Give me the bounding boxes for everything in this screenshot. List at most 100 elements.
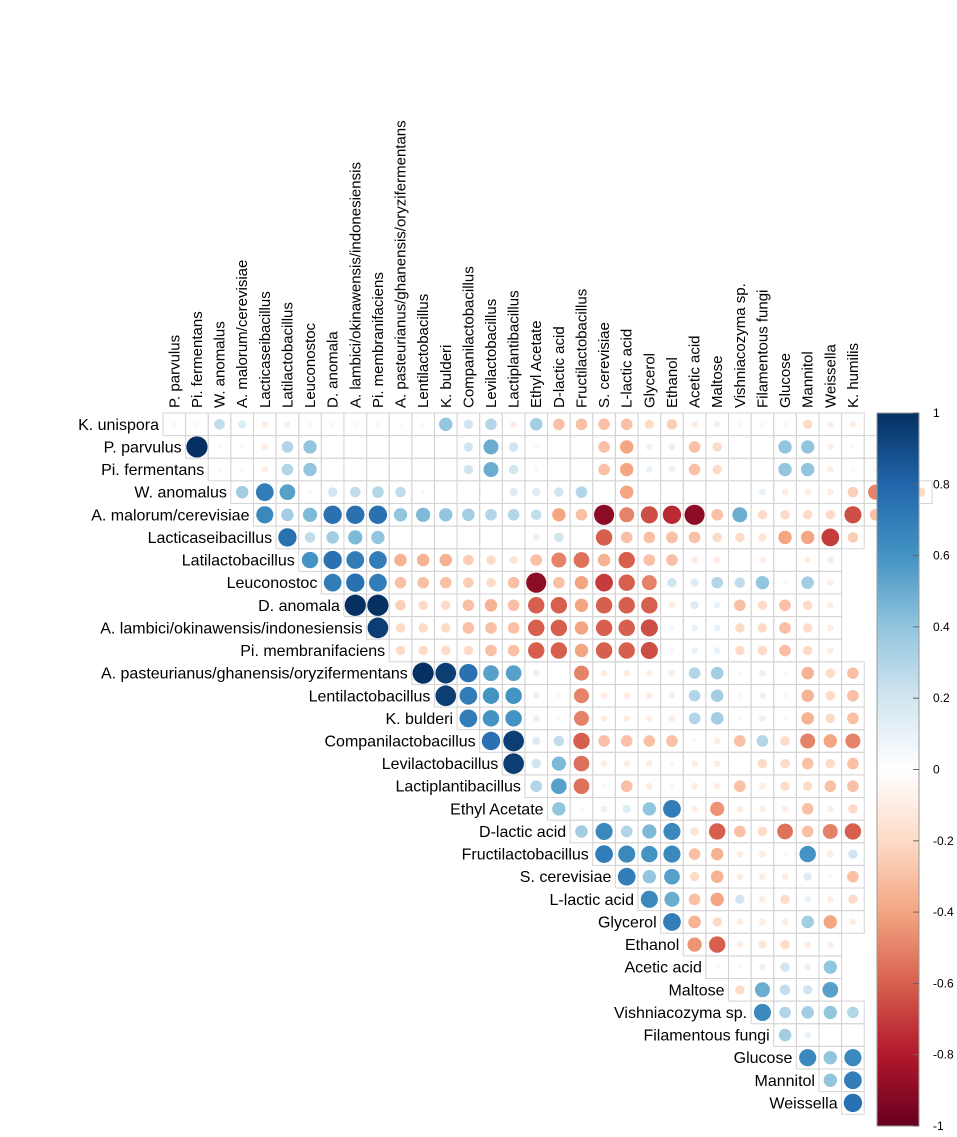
correlation-circle	[759, 715, 766, 722]
correlation-circle	[528, 642, 545, 659]
correlation-circle	[826, 850, 834, 858]
correlation-circle	[778, 1028, 792, 1042]
row-label: Acetic acid	[625, 960, 702, 977]
grid-cell	[320, 457, 345, 482]
correlation-circle	[802, 623, 813, 633]
correlation-circle	[753, 1003, 771, 1021]
correlation-circle	[552, 508, 566, 522]
row-label: Lentilactobacillus	[309, 688, 431, 705]
correlation-circle	[526, 572, 547, 593]
correlation-circle	[757, 826, 768, 837]
correlation-circle	[643, 735, 656, 747]
correlation-circle	[394, 576, 407, 589]
correlation-circle	[844, 823, 862, 840]
correlation-circle	[802, 985, 813, 995]
correlation-circle	[781, 805, 789, 813]
correlation-circle	[640, 506, 658, 524]
correlation-circle	[485, 622, 497, 634]
correlation-circle	[574, 643, 589, 658]
correlation-circle	[600, 715, 608, 722]
correlation-circle	[848, 894, 858, 905]
correlation-circle	[235, 485, 249, 499]
correlation-circle	[307, 421, 313, 427]
correlation-circle	[823, 1050, 837, 1065]
correlation-circle	[346, 551, 365, 569]
correlation-circle	[684, 504, 705, 525]
grid-cell	[569, 457, 594, 482]
grid-cell	[841, 910, 865, 934]
row-label: D. anomala	[258, 598, 340, 615]
correlation-circle	[327, 487, 338, 497]
correlation-circle	[691, 420, 698, 428]
correlation-circle	[623, 669, 631, 677]
correlation-circle	[508, 464, 519, 475]
correlation-circle	[531, 758, 541, 769]
correlation-circle	[844, 1071, 862, 1090]
correlation-circle	[553, 735, 565, 747]
correlation-circle	[737, 716, 743, 721]
correlation-circle	[777, 823, 793, 840]
legend-tick-label: 0.4	[933, 620, 950, 634]
correlation-circle	[688, 893, 701, 906]
correlation-circle	[735, 894, 745, 905]
correlation-circle	[759, 669, 766, 677]
correlation-circle	[303, 462, 317, 477]
correlation-circle	[666, 554, 678, 566]
correlation-circle	[668, 466, 676, 473]
grid-cell	[366, 457, 390, 482]
correlation-circle	[418, 623, 428, 633]
correlation-circle	[759, 850, 766, 858]
correlation-circle	[573, 778, 590, 795]
correlation-circle	[823, 960, 837, 974]
correlation-circle	[826, 601, 834, 609]
row-label: Maltose	[668, 982, 724, 999]
correlation-circle	[507, 644, 520, 657]
row-label: W. anomalus	[134, 485, 226, 502]
legend-tick-label: -1	[933, 1119, 944, 1133]
correlation-circle	[617, 867, 636, 886]
row-label: K. unispora	[78, 417, 159, 434]
grid-cell	[750, 457, 775, 482]
correlation-circle	[483, 665, 499, 681]
correlation-circle	[713, 420, 721, 428]
row-label: Lactiplantibacillus	[396, 779, 521, 796]
correlation-circle	[554, 487, 564, 497]
row-label: Levilactobacillus	[382, 756, 499, 773]
correlation-circle	[598, 418, 610, 431]
correlation-circle	[663, 845, 681, 863]
correlation-circle	[533, 444, 539, 450]
column-label: Fructilactobacillus	[573, 289, 590, 408]
correlation-circle	[371, 530, 385, 545]
column-label: A. lambici/okinawensis/indonesiensis	[347, 162, 364, 408]
grid-cell	[456, 480, 481, 504]
correlation-circle	[575, 486, 588, 498]
correlation-circle	[486, 577, 496, 588]
correlation-circle	[435, 685, 457, 707]
column-label: A. pasteurianus/ghanensis/oryzifermentan…	[393, 120, 410, 408]
correlation-circle	[507, 622, 520, 634]
column-label: Pi. membranifaciens	[370, 272, 387, 408]
correlation-circle	[550, 597, 568, 614]
correlation-circle	[826, 443, 834, 451]
correlation-circle	[850, 467, 856, 472]
correlation-circle	[372, 486, 384, 498]
correlation-circle	[645, 715, 653, 722]
correlation-circle	[756, 735, 769, 747]
correlation-circle	[804, 941, 812, 948]
column-label: Filamentous fungi	[754, 290, 771, 408]
row-label: Latilactobacillus	[182, 553, 295, 570]
correlation-circle	[710, 712, 724, 725]
grid-cell	[841, 525, 865, 550]
grid-cell	[388, 435, 413, 459]
correlation-circle	[620, 462, 634, 477]
correlation-circle	[620, 825, 633, 838]
correlation-circle	[849, 420, 857, 428]
correlation-circle	[278, 528, 297, 547]
correlation-circle	[847, 532, 859, 543]
correlation-circle	[802, 645, 813, 656]
correlation-circle	[573, 688, 589, 704]
correlation-circle	[691, 805, 698, 813]
correlation-circle	[348, 530, 363, 545]
correlation-circle	[758, 940, 767, 949]
correlation-circle	[553, 576, 565, 589]
